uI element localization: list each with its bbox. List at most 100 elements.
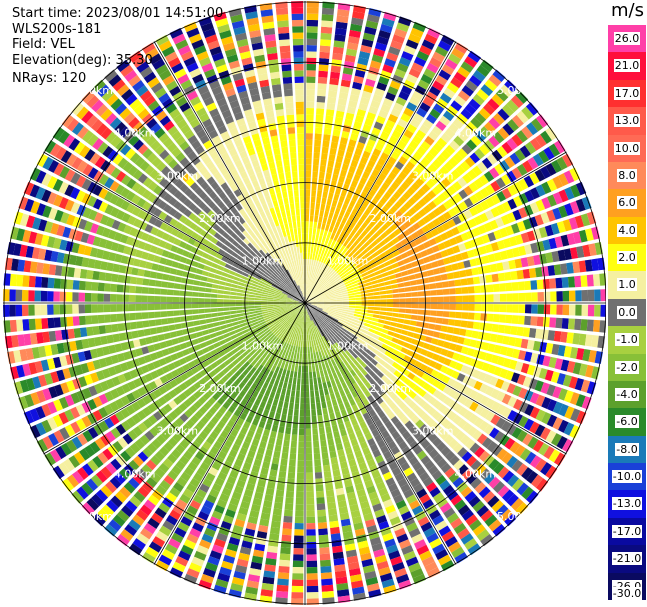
velocity-gate [376, 227, 385, 236]
velocity-gate [313, 145, 321, 153]
velocity-gate [377, 379, 385, 387]
velocity-gate [347, 312, 355, 316]
velocity-gate [345, 319, 352, 324]
velocity-gate [478, 245, 488, 255]
velocity-gate [564, 390, 574, 403]
velocity-gate [249, 291, 256, 295]
velocity-gate [322, 263, 327, 271]
velocity-gate [403, 396, 412, 405]
velocity-gate [342, 307, 349, 310]
velocity-gate [305, 460, 313, 467]
velocity-gate [468, 378, 477, 388]
velocity-gate [305, 202, 310, 209]
velocity-gate [297, 371, 301, 379]
velocity-gate [135, 286, 143, 294]
velocity-gate [312, 171, 319, 178]
velocity-gate [453, 403, 463, 414]
velocity-gate [496, 404, 507, 416]
velocity-gate [490, 354, 500, 365]
velocity-gate [363, 251, 371, 259]
velocity-gate [231, 283, 239, 289]
velocity-gate [342, 300, 350, 303]
velocity-gate [452, 414, 463, 425]
velocity-gate [326, 275, 332, 281]
velocity-gate [301, 372, 305, 379]
velocity-gate [432, 103, 445, 114]
velocity-gate [92, 270, 100, 281]
velocity-gate [438, 69, 451, 81]
velocity-gate [161, 318, 169, 325]
velocity-gate [316, 307, 323, 311]
velocity-gate [85, 315, 93, 325]
velocity-gate [319, 369, 325, 377]
velocity-gate [548, 143, 561, 157]
velocity-gate [338, 252, 345, 259]
velocity-gate [314, 273, 318, 280]
velocity-gate [321, 310, 328, 315]
velocity-gate [283, 509, 293, 517]
velocity-gate [478, 420, 489, 432]
velocity-gate [422, 194, 432, 204]
velocity-gate [372, 206, 380, 215]
velocity-gate [430, 174, 440, 185]
velocity-gate [353, 75, 364, 84]
velocity-gate [322, 216, 328, 224]
velocity-gate [225, 282, 232, 287]
velocity-gate [218, 316, 225, 321]
velocity-gate [432, 389, 442, 399]
velocity-gate [109, 304, 117, 313]
velocity-gate [472, 165, 483, 177]
velocity-gate [502, 470, 515, 483]
velocity-gate [509, 441, 521, 454]
velocity-gate [501, 141, 513, 154]
velocity-gate [562, 374, 572, 387]
velocity-gate [319, 553, 331, 561]
velocity-gate [330, 379, 337, 387]
velocity-gate [336, 259, 343, 266]
velocity-gate [331, 328, 338, 334]
velocity-gate [402, 275, 410, 282]
velocity-gate [22, 319, 30, 331]
velocity-gate [518, 245, 527, 256]
velocity-gate [444, 450, 456, 462]
velocity-gate [312, 287, 317, 294]
velocity-gate [479, 187, 490, 199]
velocity-gate [574, 318, 582, 331]
velocity-gate [311, 415, 317, 423]
velocity-gate [361, 341, 369, 348]
velocity-gate [394, 68, 406, 79]
velocity-gate [591, 258, 599, 271]
velocity-gate [330, 533, 341, 541]
velocity-gate [34, 318, 43, 330]
velocity-gate [307, 353, 311, 360]
velocity-gate [319, 287, 326, 292]
velocity-gate [453, 192, 463, 203]
velocity-gate [390, 181, 400, 190]
velocity-gate [537, 291, 545, 302]
velocity-gate [332, 52, 343, 61]
velocity-gate [538, 226, 548, 239]
velocity-gate [342, 303, 350, 306]
velocity-gate [520, 257, 529, 268]
velocity-gate [560, 263, 568, 275]
velocity-gate [499, 227, 509, 238]
velocity-gate [294, 522, 304, 530]
velocity-gate [335, 293, 342, 297]
velocity-gate [292, 566, 304, 574]
velocity-gate [325, 284, 332, 290]
velocity-gate [368, 258, 376, 265]
velocity-gate [309, 295, 316, 300]
velocity-gate [376, 351, 384, 359]
velocity-gate [541, 181, 552, 195]
velocity-gate [348, 307, 356, 311]
velocity-gates [3, 1, 606, 605]
velocity-gate [411, 309, 419, 315]
velocity-gate [333, 315, 340, 320]
velocity-gate [415, 177, 425, 187]
velocity-gate [336, 228, 342, 236]
velocity-gate [384, 370, 393, 379]
velocity-gate [496, 190, 507, 202]
velocity-gate [505, 347, 514, 358]
velocity-gate [361, 38, 374, 48]
velocity-gate [290, 447, 297, 454]
